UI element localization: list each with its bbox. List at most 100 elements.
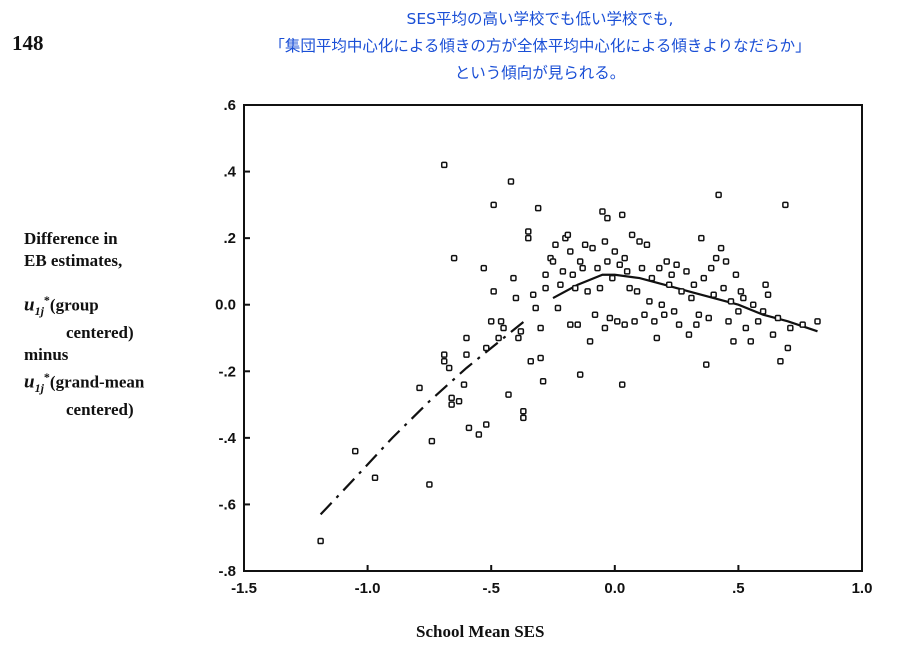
y-tick-label: -.8 (218, 563, 236, 580)
data-point (618, 211, 626, 219)
ylabel-group-centered: centered) (66, 323, 134, 343)
ylabel-minus: minus (24, 345, 69, 365)
data-point (455, 397, 463, 405)
x-tick-label: 1.0 (852, 580, 873, 597)
data-point (710, 291, 717, 298)
ylabel-superscript-2: * (43, 370, 50, 385)
annotation-text: SES平均の高い学校でも低い学校でも, 「集団平均中心化による傾きの方が全体平均… (190, 6, 890, 87)
y-tick-label: .2 (223, 230, 236, 247)
data-point (450, 254, 458, 262)
data-point (665, 281, 673, 288)
data-point (574, 321, 581, 328)
data-point (735, 308, 742, 315)
data-point (576, 371, 584, 378)
data-point (705, 314, 712, 322)
data-point (426, 481, 433, 488)
x-tick-label: .5 (732, 580, 745, 597)
data-point (448, 401, 455, 408)
data-point (576, 258, 584, 265)
data-point (537, 354, 544, 362)
data-point (740, 294, 747, 302)
ylabel-u-symbol-2: u (24, 371, 35, 393)
data-point (532, 304, 539, 312)
data-point (448, 394, 455, 402)
data-point (618, 381, 626, 388)
data-point (717, 244, 725, 252)
data-point (569, 271, 577, 279)
data-point (440, 161, 448, 169)
data-point (527, 358, 535, 365)
data-point (675, 321, 683, 328)
data-point (774, 314, 782, 322)
data-point (759, 308, 767, 315)
ylabel-superscript: * (43, 293, 50, 307)
data-point (525, 228, 532, 235)
data-point (762, 281, 769, 288)
data-point (525, 234, 532, 242)
y-axis-label: Difference in EB estimates, u1j*(group c… (24, 228, 144, 421)
data-point (725, 318, 732, 325)
data-point (784, 344, 792, 352)
data-point (730, 338, 737, 345)
data-point (769, 331, 777, 338)
data-point (703, 361, 710, 368)
data-point (614, 318, 621, 325)
data-point (621, 321, 628, 328)
data-point (683, 268, 690, 275)
x-tick-label: -1.5 (231, 580, 257, 597)
data-point (317, 537, 324, 545)
ylabel-group: (group (49, 295, 99, 315)
data-point (559, 268, 567, 275)
data-point (663, 258, 670, 265)
data-point (636, 238, 643, 245)
data-point (695, 311, 703, 318)
data-point (720, 284, 727, 292)
data-point (727, 298, 735, 305)
smooth-curve-dashed (319, 317, 529, 516)
data-point (552, 241, 559, 249)
data-point (557, 281, 564, 288)
data-point (591, 311, 599, 318)
data-point (653, 334, 661, 342)
y-tick-label: -.4 (218, 430, 236, 447)
data-point (782, 201, 789, 209)
data-point (529, 291, 537, 298)
data-point (732, 271, 740, 279)
data-point (698, 234, 705, 242)
data-point (500, 324, 507, 332)
data-point (567, 321, 574, 328)
y-tick-label: 0.0 (215, 297, 236, 314)
data-point (554, 304, 562, 312)
ylabel-grand: (grand-mean (49, 372, 145, 392)
data-point (623, 268, 631, 275)
data-point (656, 264, 663, 272)
x-axis-label: School Mean SES (416, 622, 545, 641)
data-point (571, 284, 579, 292)
data-point (678, 288, 685, 295)
data-point (483, 421, 490, 428)
data-point (626, 284, 633, 292)
data-point (487, 318, 495, 325)
data-point (505, 391, 512, 398)
data-point (754, 318, 762, 325)
data-point (670, 308, 678, 315)
y-tick-label: -.2 (218, 363, 236, 380)
data-point (633, 288, 641, 295)
data-point (483, 344, 490, 352)
data-point (700, 274, 708, 282)
data-point (564, 231, 572, 239)
data-point (586, 338, 594, 345)
data-point (638, 264, 646, 272)
data-point (542, 284, 549, 292)
data-point (777, 358, 784, 365)
data-point (690, 281, 698, 288)
data-point (537, 324, 544, 332)
scatter-chart: -1.5 -1.0 -.5 0.0 .5 1.0 -.8 -.6 -.4 -.2 0.0 .2 .4 .6 (215, 97, 873, 597)
data-point (737, 288, 745, 295)
data-point (749, 301, 757, 308)
data-point (764, 291, 772, 298)
data-point (594, 264, 601, 272)
data-point (712, 254, 720, 262)
data-point (604, 214, 611, 222)
x-tick-label: -1.0 (355, 580, 381, 597)
